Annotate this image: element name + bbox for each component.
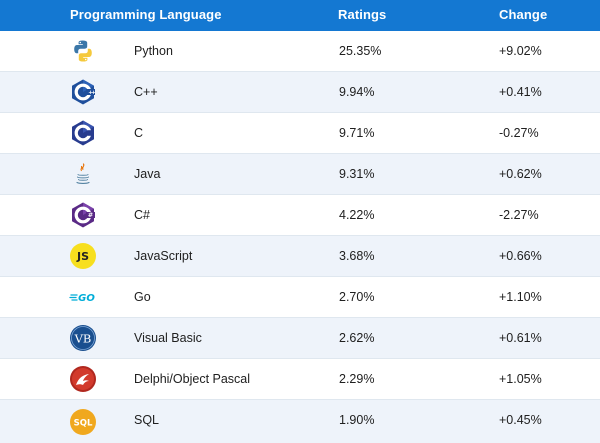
sql-logo-icon: SQL [69, 408, 97, 436]
visual-basic-logo-text: VB [74, 332, 92, 346]
language-name: JavaScript [134, 249, 193, 263]
cpp-logo-icon: + + [69, 78, 97, 106]
change-value: +0.41% [499, 85, 542, 99]
python-logo-icon [69, 37, 97, 65]
table-row: VB Visual Basic 2.62% +0.61% [0, 318, 600, 359]
rating-value: 2.62% [339, 331, 375, 345]
rating-value: 9.94% [339, 85, 375, 99]
column-header-change: Change [499, 7, 548, 22]
rating-value: 2.70% [339, 290, 375, 304]
delphi-logo-icon [69, 365, 97, 393]
language-name: C# [134, 208, 150, 222]
language-name: C [134, 126, 144, 140]
table-row: JS JavaScript 3.68% +0.66% [0, 236, 600, 277]
change-value: +0.45% [499, 413, 542, 427]
change-value: +9.02% [499, 44, 542, 58]
table-row: SQL SQL 1.90% +0.45% [0, 400, 600, 443]
svg-text:+: + [91, 90, 96, 96]
go-logo-icon: GO [69, 283, 97, 311]
table-row: Java 9.31% +0.62% [0, 154, 600, 195]
javascript-logo-icon: JS [69, 242, 97, 270]
table-row: Python 25.35% +9.02% [0, 31, 600, 72]
language-name: C++ [134, 85, 158, 99]
rating-value: 1.90% [339, 413, 375, 427]
visual-basic-logo-icon: VB [69, 324, 97, 352]
language-name: SQL [134, 413, 160, 427]
csharp-logo-icon: # [69, 201, 97, 229]
rating-value: 3.68% [339, 249, 375, 263]
change-value: +1.05% [499, 372, 542, 386]
column-header-language: Programming Language [70, 7, 222, 22]
java-logo-icon [69, 160, 97, 188]
change-value: -2.27% [499, 208, 539, 222]
language-name: Go [134, 290, 151, 304]
table-header: Programming Language Ratings Change [0, 0, 600, 31]
c-logo-icon [69, 119, 97, 147]
language-name: Delphi/Object Pascal [134, 372, 251, 386]
table-row: Delphi/Object Pascal 2.29% +1.05% [0, 359, 600, 400]
table-row: C 9.71% -0.27% [0, 113, 600, 154]
change-value: +0.62% [499, 167, 542, 181]
svg-text:+: + [88, 90, 93, 96]
go-logo-text: GO [78, 293, 95, 304]
table-row: + + C++ 9.94% +0.41% [0, 72, 600, 113]
javascript-logo-text: JS [76, 250, 89, 263]
language-name: Java [134, 167, 161, 181]
rating-value: 4.22% [339, 208, 375, 222]
svg-text:#: # [88, 211, 93, 219]
sql-logo-text: SQL [74, 419, 93, 429]
rating-value: 9.31% [339, 167, 375, 181]
rating-value: 9.71% [339, 126, 375, 140]
language-name: Visual Basic [134, 331, 202, 345]
rating-value: 2.29% [339, 372, 375, 386]
table-row: GO Go 2.70% +1.10% [0, 277, 600, 318]
column-header-ratings: Ratings [338, 7, 387, 22]
change-value: +0.61% [499, 331, 542, 345]
table-row: # C# 4.22% -2.27% [0, 195, 600, 236]
change-value: -0.27% [499, 126, 539, 140]
rating-value: 25.35% [339, 44, 382, 58]
change-value: +1.10% [499, 290, 542, 304]
language-name: Python [134, 44, 173, 58]
change-value: +0.66% [499, 249, 542, 263]
